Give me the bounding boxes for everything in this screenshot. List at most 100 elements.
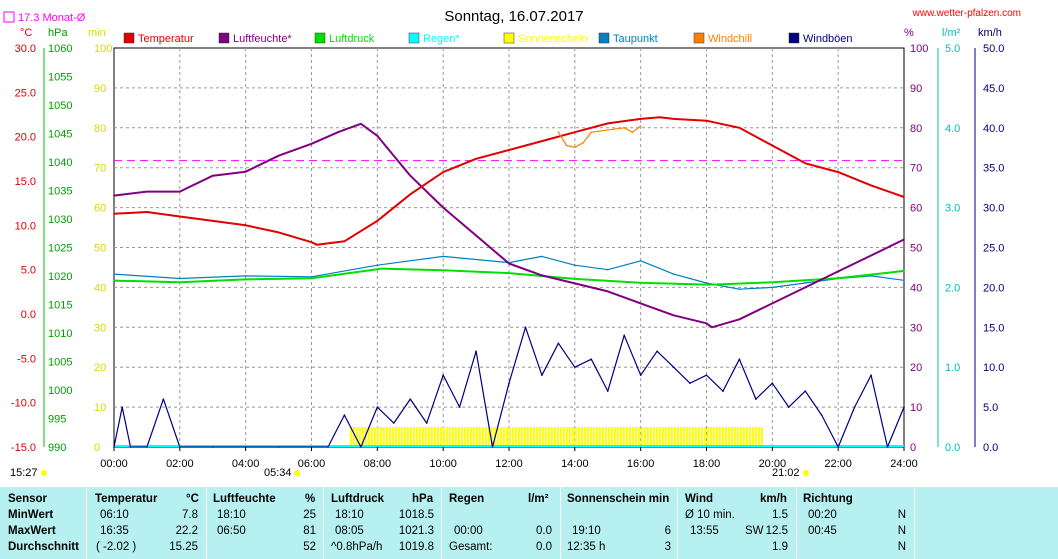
data-point [179, 190, 181, 193]
sunshine-bar [586, 427, 589, 447]
sunshine-bar [610, 427, 613, 447]
min-press-value: 1018.5 [398, 509, 434, 521]
pressure-tick-label: 1030 [48, 214, 72, 226]
data-point [277, 446, 280, 448]
data-point [771, 286, 774, 289]
wind-tick-label: 15.0 [983, 322, 1004, 334]
data-point [787, 406, 790, 408]
data-point [211, 220, 214, 222]
data-point [722, 390, 724, 392]
avg-wind-value: 1.9 [772, 541, 788, 553]
sunshine-bar [484, 427, 487, 447]
header-rain-unit: l/m² [528, 493, 549, 505]
sunshine-bar [382, 427, 385, 447]
avg-press-trend: ^0.8hPa/h [331, 541, 383, 553]
sunset-icon [803, 470, 809, 476]
legend-label: Windchill [708, 33, 752, 45]
header-temperature-unit: °C [186, 493, 199, 505]
avg-sun-value: 3 [664, 541, 671, 553]
data-point [574, 264, 576, 267]
sunshine-bar [760, 427, 763, 447]
data-point [639, 260, 642, 262]
pressure-tick-label: 1040 [48, 157, 72, 169]
minutes-tick-label: 70 [94, 163, 106, 175]
data-point [392, 422, 395, 424]
data-point [903, 238, 905, 241]
sunshine-bar [691, 427, 694, 447]
data-point [277, 231, 280, 234]
data-point [672, 118, 675, 120]
sunshine-bar [712, 427, 715, 447]
data-point [639, 125, 642, 127]
sunshine-bar [403, 427, 406, 447]
sunshine-bar [625, 427, 628, 447]
pressure-unit: hPa [48, 27, 68, 39]
minutes-tick-label: 40 [94, 282, 106, 294]
sunshine-bar [547, 427, 550, 447]
website-link[interactable]: www.wetter-pfalzen.com [912, 8, 1021, 19]
min-wind-value: 1.5 [772, 509, 788, 521]
percent-tick-label: 0 [910, 442, 916, 454]
percent-tick-label: 60 [910, 203, 922, 215]
wind-tick-label: 45.0 [983, 83, 1004, 95]
data-point [711, 326, 713, 329]
rain-tick-label: 5.0 [945, 43, 960, 55]
sunshine-bar [670, 427, 673, 447]
data-point [639, 302, 642, 305]
data-point [582, 142, 584, 144]
sunshine-bar [409, 427, 412, 447]
sunshine-bar [640, 427, 643, 447]
sunshine-bar [397, 427, 400, 447]
sunshine-bar [505, 427, 508, 447]
sunshine-bar [451, 427, 454, 447]
data-point [360, 123, 362, 125]
header-wind-unit: km/h [760, 493, 787, 505]
max-dir-value: N [897, 525, 906, 537]
sunshine-bar [697, 427, 700, 447]
data-point [244, 170, 247, 173]
sunshine-bar [478, 427, 481, 447]
data-point [656, 350, 658, 353]
sunshine-bar [367, 427, 370, 447]
min-wind-label: Ø 10 min. [685, 509, 735, 521]
chart-marks [113, 116, 905, 448]
sunshine-bar [469, 427, 472, 447]
monthly-avg-label: 17.3 Monat-Ø [18, 12, 86, 24]
percent-tick-label: 70 [910, 163, 922, 175]
minutes-tick-label: 90 [94, 83, 106, 95]
sunshine-bar [583, 427, 586, 447]
sunshine-bar [703, 427, 706, 447]
sunshine-bar [376, 427, 379, 447]
sunshine-bar [748, 427, 751, 447]
pressure-tick-label: 1020 [48, 271, 72, 283]
sunshine-bar [688, 427, 691, 447]
chart-grid [113, 47, 905, 448]
sunshine-bar [349, 427, 352, 447]
data-point [376, 220, 379, 222]
sunshine-bar [649, 427, 652, 447]
statistics-table: Sensor Temperatur °C Luftfeuchte % Luftd… [0, 487, 1058, 559]
data-point [639, 282, 642, 284]
rain-unit: l/m² [942, 27, 961, 39]
row-label: MaxWert [8, 525, 56, 537]
sunshine-bar [571, 427, 574, 447]
sunshine-bar [361, 427, 364, 447]
data-point [442, 255, 444, 258]
rain-tick-label: 4.0 [945, 123, 960, 135]
pressure-tick-label: 1010 [48, 328, 72, 340]
min-dir-time: 00:20 [808, 509, 837, 521]
wind-tick-label: 40.0 [983, 123, 1004, 135]
data-point [244, 278, 247, 281]
sunshine-bar [514, 427, 517, 447]
header-rain: Regen [449, 493, 485, 505]
header-pressure-unit: hPa [412, 493, 434, 505]
time-tick-label: 20:00 [759, 458, 787, 470]
data-point [327, 446, 329, 448]
data-point [870, 184, 872, 187]
sunshine-bar [685, 427, 688, 447]
row-label: Durchschnitt [8, 541, 79, 553]
avg-dir-value: N [897, 541, 906, 553]
sunshine-bar [370, 427, 373, 447]
sunshine-bar [475, 427, 478, 447]
sunshine-bar [565, 427, 568, 447]
